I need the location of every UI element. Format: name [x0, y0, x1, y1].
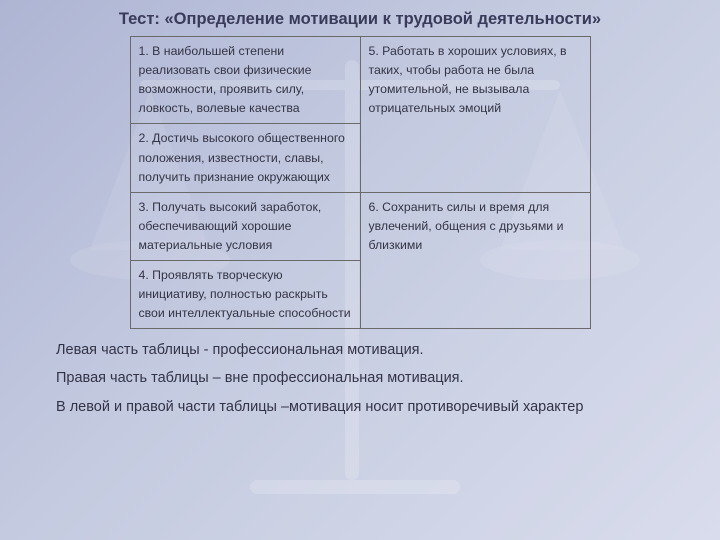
footnote-1: Левая часть таблицы - профессиональная м… — [56, 341, 664, 361]
footnotes: Левая часть таблицы - профессиональная м… — [50, 341, 670, 418]
slide-content: Тест: «Определение мотивации к трудовой … — [0, 0, 720, 540]
cell-left-1: 1. В наибольшей степени реализовать свои… — [130, 37, 360, 124]
cell-right-1: 5. Работать в хороших условиях, в таких,… — [360, 37, 590, 192]
cell-right-2: 6. Сохранить силы и время для увлечений,… — [360, 192, 590, 328]
footnote-3: В левой и правой части таблицы –мотиваци… — [56, 398, 664, 418]
cell-left-2: 2. Достичь высокого общественного положе… — [130, 124, 360, 192]
footnote-2: Правая часть таблицы – вне профессиональ… — [56, 369, 664, 389]
slide-title: Тест: «Определение мотивации к трудовой … — [50, 8, 670, 30]
cell-left-3: 3. Получать высокий заработок, обеспечив… — [130, 192, 360, 260]
cell-left-4: 4. Проявлять творческую инициативу, полн… — [130, 260, 360, 328]
motivation-table: 1. В наибольшей степени реализовать свои… — [130, 36, 591, 329]
